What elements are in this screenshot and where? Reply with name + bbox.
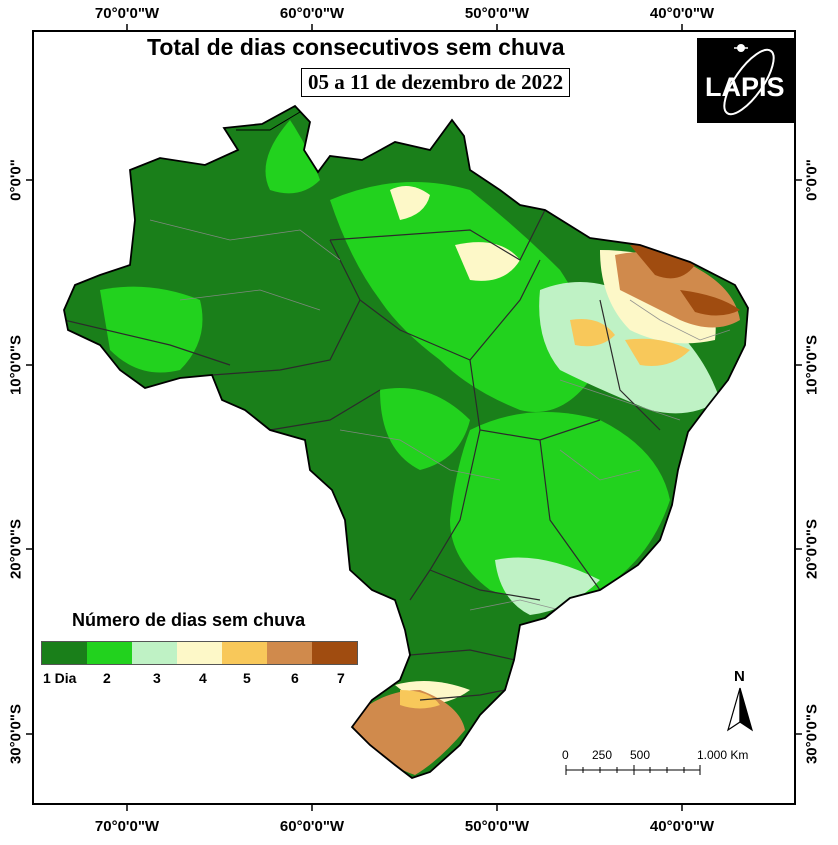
lat-label-left-20s: 20°0'0"S xyxy=(7,518,25,580)
lapis-logo-graphic: LAPIS xyxy=(705,44,785,116)
scale-label-1000: 1.000 Km xyxy=(697,748,749,762)
lat-label-right-20s: 20°0'0"S xyxy=(803,518,821,580)
lon-label-top-70w: 70°0'0"W xyxy=(94,5,160,22)
legend-label-7: 7 xyxy=(337,670,345,686)
lon-label-top-60w: 60°0'0"W xyxy=(279,5,345,22)
legend-swatch-5 xyxy=(222,642,267,664)
map-subtitle: 05 a 11 de dezembro de 2022 xyxy=(301,68,571,97)
legend-swatch-1 xyxy=(42,642,87,664)
legend-label-4: 4 xyxy=(199,670,207,686)
lat-label-right-30s: 30°0'0"S xyxy=(803,703,821,765)
legend-label-2: 2 xyxy=(103,670,111,686)
svg-text:LAPIS: LAPIS xyxy=(705,72,785,102)
lat-label-left-30s: 30°0'0"S xyxy=(7,703,25,765)
legend-swatch-3 xyxy=(132,642,177,664)
scale-label-500: 500 xyxy=(630,748,651,762)
lon-label-bottom-70w: 70°0'0"W xyxy=(94,818,160,835)
legend-label-6: 6 xyxy=(291,670,299,686)
lon-label-top-40w: 40°0'0"W xyxy=(649,5,715,22)
lon-label-bottom-50w: 50°0'0"W xyxy=(464,818,530,835)
lon-label-top-50w: 50°0'0"W xyxy=(464,5,530,22)
legend-label-1: 1 Dia xyxy=(43,670,77,686)
legend-label-5: 5 xyxy=(243,670,251,686)
lat-label-left-10s: 10°0'0"S xyxy=(7,334,25,396)
legend-swatch-4 xyxy=(177,642,222,664)
lapis-logo: LAPIS xyxy=(697,38,794,123)
map-title: Total de dias consecutivos sem chuva xyxy=(147,34,565,60)
lon-label-bottom-60w: 60°0'0"W xyxy=(279,818,345,835)
lat-label-right-0: 0°0'0" xyxy=(803,159,821,201)
legend-color-bar xyxy=(41,641,358,665)
north-arrow-icon xyxy=(726,687,754,732)
lon-label-bottom-40w: 40°0'0"W xyxy=(649,818,715,835)
legend-title: Número de dias sem chuva xyxy=(72,610,306,630)
lat-label-right-10s: 10°0'0"S xyxy=(803,334,821,396)
legend-swatch-6 xyxy=(267,642,312,664)
scale-label-250: 250 xyxy=(592,748,613,762)
scale-bar xyxy=(565,765,701,775)
legend-swatch-2 xyxy=(87,642,132,664)
lat-label-left-0: 0°0'0" xyxy=(7,159,25,201)
scale-label-0: 0 xyxy=(562,748,569,762)
legend-label-3: 3 xyxy=(153,670,161,686)
legend-swatch-7 xyxy=(312,642,357,664)
north-label: N xyxy=(734,668,745,685)
